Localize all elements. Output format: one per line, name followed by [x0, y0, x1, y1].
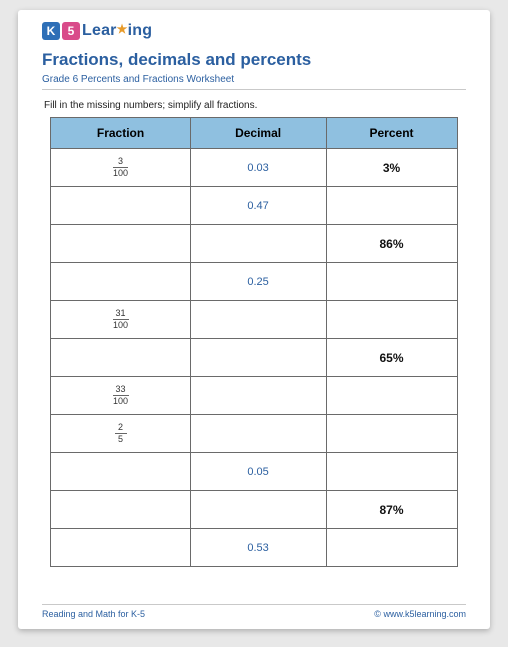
cell-fraction	[51, 187, 190, 225]
fraction-value: 31100	[113, 309, 129, 330]
footer-left: Reading and Math for K-5	[42, 609, 145, 619]
cell-decimal: 0.03	[190, 149, 326, 187]
brand-logo: K 5 Lear★ing	[42, 22, 466, 40]
cell-percent: 3%	[326, 149, 457, 187]
cell-fraction	[51, 339, 190, 377]
table-header-row: Fraction Decimal Percent	[51, 118, 457, 149]
cell-decimal	[190, 301, 326, 339]
cell-fraction	[51, 225, 190, 263]
header-fraction: Fraction	[51, 118, 190, 149]
fractions-table: Fraction Decimal Percent 31000.033%0.478…	[50, 117, 457, 567]
fraction-denominator: 100	[113, 396, 129, 406]
cell-decimal: 0.53	[190, 529, 326, 567]
logo-text-right: ing	[128, 22, 153, 39]
cell-decimal	[190, 491, 326, 529]
table-row: 31100	[51, 301, 457, 339]
cell-percent: 65%	[326, 339, 457, 377]
cell-percent	[326, 301, 457, 339]
table-row: 3100 0.033%	[51, 149, 457, 187]
fraction-denominator: 100	[113, 168, 128, 178]
logo-text-left: Lear	[82, 22, 117, 39]
table-row: 25	[51, 415, 457, 453]
cell-percent	[326, 263, 457, 301]
fraction-value: 25	[115, 423, 127, 444]
footer-right: © www.k5learning.com	[374, 609, 466, 619]
star-icon: ★	[117, 22, 128, 36]
fraction-numerator: 33	[113, 385, 129, 396]
cell-percent	[326, 453, 457, 491]
page-title: Fractions, decimals and percents	[42, 50, 466, 70]
fraction-denominator: 100	[113, 320, 129, 330]
cell-percent	[326, 377, 457, 415]
table-row: 86%	[51, 225, 457, 263]
cell-percent	[326, 415, 457, 453]
page-subtitle: Grade 6 Percents and Fractions Worksheet	[42, 74, 466, 90]
table-row: 65%	[51, 339, 457, 377]
table-row: 0.53	[51, 529, 457, 567]
header-percent: Percent	[326, 118, 457, 149]
cell-fraction	[51, 263, 190, 301]
fraction-numerator: 3	[113, 157, 128, 168]
table-row: 33100	[51, 377, 457, 415]
table-row: 0.25	[51, 263, 457, 301]
fraction-numerator: 2	[115, 423, 127, 434]
cell-percent: 86%	[326, 225, 457, 263]
fraction-numerator: 31	[113, 309, 129, 320]
cell-fraction: 25	[51, 415, 190, 453]
cell-fraction	[51, 491, 190, 529]
cell-percent: 87%	[326, 491, 457, 529]
logo-badge: K 5	[42, 22, 80, 40]
cell-decimal: 0.25	[190, 263, 326, 301]
table-row: 0.47	[51, 187, 457, 225]
logo-text: Lear★ing	[82, 22, 152, 40]
fraction-value: 33100	[113, 385, 129, 406]
page-footer: Reading and Math for K-5 © www.k5learnin…	[42, 604, 466, 619]
cell-fraction: 31100	[51, 301, 190, 339]
cell-fraction: 3100	[51, 149, 190, 187]
copyright-symbol: ©	[374, 609, 381, 619]
cell-decimal	[190, 339, 326, 377]
footer-link[interactable]: www.k5learning.com	[383, 609, 466, 619]
cell-decimal: 0.47	[190, 187, 326, 225]
logo-k-icon: K	[42, 22, 60, 40]
cell-percent	[326, 187, 457, 225]
cell-decimal	[190, 225, 326, 263]
header-decimal: Decimal	[190, 118, 326, 149]
table-row: 0.05	[51, 453, 457, 491]
worksheet-page: K 5 Lear★ing Fractions, decimals and per…	[18, 10, 490, 629]
cell-percent	[326, 529, 457, 567]
cell-decimal	[190, 377, 326, 415]
cell-decimal	[190, 415, 326, 453]
fraction-denominator: 5	[115, 434, 127, 444]
cell-fraction	[51, 529, 190, 567]
cell-fraction	[51, 453, 190, 491]
cell-fraction: 33100	[51, 377, 190, 415]
instruction-text: Fill in the missing numbers; simplify al…	[44, 100, 466, 111]
fraction-value: 3100	[113, 157, 128, 178]
logo-5-icon: 5	[62, 22, 80, 40]
cell-decimal: 0.05	[190, 453, 326, 491]
table-row: 87%	[51, 491, 457, 529]
table-body: 31000.033%0.4786%0.253110065%33100250.05…	[51, 149, 457, 567]
